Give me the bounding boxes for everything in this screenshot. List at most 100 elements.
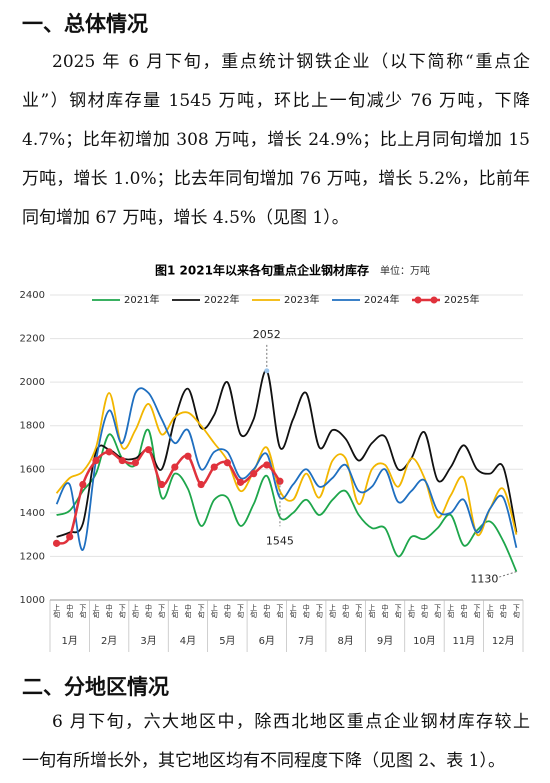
- y-tick-label: 1800: [20, 421, 45, 432]
- x-tick-label: 上旬: [53, 603, 61, 619]
- month-label: 10月: [413, 635, 436, 647]
- y-tick-label: 1000: [20, 595, 45, 606]
- x-tick-label: 下旬: [237, 604, 245, 619]
- y-tick-label: 2000: [20, 377, 45, 388]
- x-tick-label: 上旬: [92, 603, 100, 619]
- x-tick-label: 下旬: [434, 604, 442, 619]
- month-label: 2月: [101, 635, 117, 647]
- x-tick-label: 中旬: [145, 603, 153, 619]
- data-point: [92, 456, 100, 465]
- x-tick-label: 上旬: [250, 603, 258, 619]
- x-tick-label: 中旬: [342, 603, 350, 619]
- annotation: 1545: [266, 534, 294, 547]
- unit-label: 单位：万吨: [380, 264, 430, 277]
- x-tick-label: 中旬: [66, 603, 74, 619]
- month-label: 4月: [180, 635, 196, 647]
- y-tick-label: 2400: [20, 290, 45, 301]
- legend-marker: [414, 296, 422, 304]
- y-tick-label: 1400: [20, 508, 45, 519]
- data-point: [236, 478, 245, 486]
- x-tick-label: 下旬: [79, 604, 87, 619]
- x-tick-label: 下旬: [197, 604, 205, 619]
- x-tick-label: 上旬: [447, 603, 455, 619]
- series-line: [56, 369, 518, 538]
- x-tick-label: 上旬: [171, 603, 179, 619]
- x-tick-label: 中旬: [460, 603, 468, 619]
- x-tick-label: 中旬: [184, 603, 192, 619]
- x-tick-label: 上旬: [210, 603, 218, 619]
- data-point: [118, 456, 126, 465]
- legend-marker: [430, 296, 438, 304]
- data-point: [197, 480, 205, 489]
- x-tick-label: 下旬: [315, 604, 323, 619]
- annotation: 2052: [253, 328, 281, 341]
- data-point: [210, 463, 218, 471]
- data-point: [79, 480, 87, 489]
- legend-label: 2023年: [284, 293, 319, 306]
- month-label: 7月: [298, 635, 314, 647]
- x-tick-label: 下旬: [118, 604, 126, 619]
- data-point: [171, 463, 179, 471]
- text-line: 一旬有所增长外，其它地区均有不同程度下降（见图 2、表 1）。: [22, 751, 505, 771]
- legend-label: 2021年: [124, 293, 159, 306]
- month-label: 11月: [453, 635, 476, 647]
- text-line: 业”）钢材库存量 1545 万吨，环比上一旬减少 76 万吨，下降: [22, 91, 530, 111]
- month-label: 12月: [492, 635, 515, 647]
- legend-label: 2024年: [364, 293, 399, 306]
- annotation-leader: [497, 571, 517, 579]
- x-tick-label: 下旬: [394, 604, 402, 619]
- section-heading: 二、分地区情况: [22, 675, 169, 699]
- x-tick-label: 中旬: [499, 603, 507, 619]
- data-point: [52, 539, 61, 547]
- data-point: [158, 480, 166, 489]
- x-tick-label: 中旬: [263, 603, 271, 619]
- x-tick-label: 下旬: [158, 604, 166, 619]
- legend-label: 2025年: [444, 293, 479, 306]
- data-point: [263, 461, 271, 469]
- chart-title: 图1 2021年以来各旬重点企业钢材库存: [155, 263, 369, 278]
- data-point: [223, 459, 231, 467]
- month-label: 3月: [140, 635, 156, 647]
- paragraph: 6 月下旬，六大地区中，除西北地区重点企业钢材库存较上一旬有所增长外，其它地区均…: [22, 703, 530, 781]
- x-tick-label: 上旬: [131, 603, 139, 619]
- x-tick-label: 中旬: [420, 603, 428, 619]
- data-point: [184, 452, 192, 460]
- data-point: [66, 533, 74, 541]
- text-line: 4.7%；比年初增加 308 万吨，增长 24.9%；比上月同旬增加 15: [22, 130, 530, 150]
- paragraph: 2025 年 6 月下旬，重点统计钢铁企业（以下简称“重点企业”）钢材库存量 1…: [22, 43, 530, 238]
- x-tick-label: 上旬: [486, 603, 494, 619]
- month-label: 6月: [259, 635, 275, 647]
- chart: 图1 2021年以来各旬重点企业钢材库存 单位：万吨 1000 1200 1400 1…: [20, 263, 524, 652]
- x-tick-label: 下旬: [355, 604, 363, 619]
- x-tick-label: 中旬: [105, 603, 113, 619]
- highlight-point: [264, 368, 270, 374]
- series-line: [55, 392, 518, 537]
- x-tick-label: 下旬: [473, 604, 481, 619]
- x-tick-label: 中旬: [223, 603, 231, 619]
- month-label: 9月: [377, 635, 393, 647]
- x-tick-label: 中旬: [381, 603, 389, 619]
- text-line: 2025 年 6 月下旬，重点统计钢铁企业（以下简称“重点企: [52, 52, 530, 72]
- month-label: 8月: [337, 635, 353, 647]
- x-tick-label: 上旬: [407, 603, 415, 619]
- data-point: [250, 470, 258, 478]
- x-tick-label: 下旬: [512, 604, 520, 619]
- data-point: [105, 448, 113, 456]
- series-line: [56, 447, 281, 545]
- x-tick-label: 中旬: [302, 603, 310, 619]
- text-line: 万吨，增长 1.0%；比去年同旬增加 76 万吨，增长 5.2%，比前年: [22, 169, 530, 189]
- series-line: [55, 387, 518, 551]
- section-heading: 一、总体情况: [22, 12, 148, 36]
- y-tick-label: 2200: [20, 334, 45, 345]
- y-tick-label: 1200: [20, 551, 45, 562]
- data-point: [131, 459, 140, 467]
- x-tick-label: 下旬: [276, 604, 284, 619]
- data-point: [144, 446, 153, 454]
- x-tick-label: 上旬: [368, 603, 376, 619]
- x-tick-label: 上旬: [328, 603, 336, 619]
- text-line: 6 月下旬，六大地区中，除西北地区重点企业钢材库存较上: [52, 712, 530, 732]
- text-line: 同旬增加 67 万吨，增长 4.5%（见图 1）。: [22, 208, 349, 228]
- month-label: 1月: [62, 635, 78, 647]
- y-tick-label: 1600: [20, 464, 45, 475]
